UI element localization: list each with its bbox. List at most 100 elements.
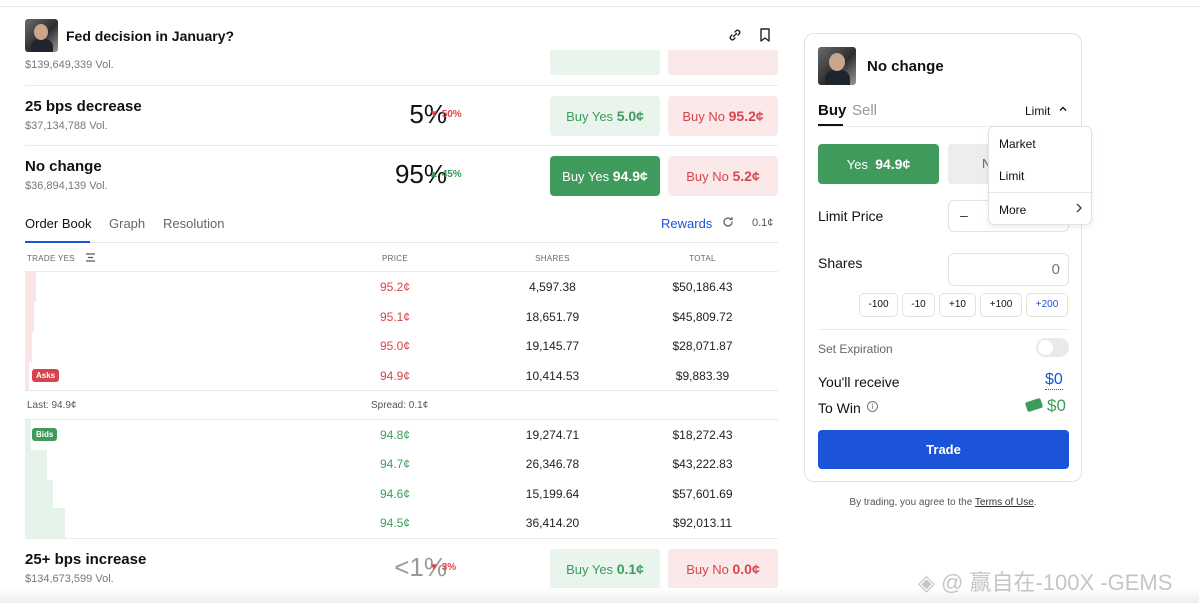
cut-market-volume: $139,649,339 Vol. (25, 59, 114, 71)
chip-plus-100[interactable]: +100 (980, 293, 1022, 317)
market-row-25bps-decrease[interactable]: 25 bps decrease $37,134,788 Vol. 5% ▼ 50… (25, 85, 778, 145)
outcome-avatar (818, 47, 856, 85)
expiration-toggle[interactable] (1036, 338, 1069, 357)
bid-row[interactable]: 94.5¢ 36,414.20 $92,013.11 (25, 508, 778, 537)
bid-row[interactable]: 94.8¢ 19,274.71 $18,272.43 (25, 420, 778, 449)
buy-no-button[interactable]: Buy No 0.0¢ (668, 549, 778, 589)
ask-price: 95.2¢ (379, 280, 411, 294)
ask-shares: 4,597.38 (529, 280, 576, 294)
page-title: Fed decision in January? (66, 28, 235, 44)
dropdown-item-limit[interactable]: Limit (999, 169, 1025, 183)
detail-tabs: Order Book Graph Resolution Rewards 0.1¢ (25, 213, 778, 243)
dropdown-item-more[interactable]: More (999, 203, 1027, 217)
terms-of-use-link[interactable]: Terms of Use (974, 497, 1034, 508)
tab-resolution[interactable]: Resolution (163, 216, 225, 231)
tick-size[interactable]: 0.1¢ (752, 217, 774, 229)
triangle-up-icon: ▲ (429, 169, 439, 180)
bid-price: 94.5¢ (379, 516, 411, 530)
outcome-yes-button[interactable]: Yes 94.9¢ (818, 144, 939, 184)
buy-no-price: 95.2¢ (728, 108, 764, 124)
bottom-fade (0, 588, 1199, 603)
bid-shares: 15,199.64 (525, 487, 580, 501)
market-change-value: 3% (441, 562, 457, 573)
tab-buy[interactable]: Buy (818, 102, 847, 119)
buy-no-button[interactable]: Buy No 5.2¢ (668, 156, 778, 196)
ask-row[interactable]: 95.1¢ 18,651.79 $45,809.72 (25, 302, 778, 331)
market-change: ▼ 3% (429, 562, 456, 573)
ask-total: $50,186.43 (672, 280, 733, 294)
market-row-no-change[interactable]: No change $36,894,139 Vol. 95% ▲ 45% Buy… (25, 145, 778, 205)
chip-minus-100[interactable]: -100 (859, 293, 898, 317)
buy-no-button[interactable]: Buy No 95.2¢ (668, 96, 778, 136)
bid-depth-bar (25, 450, 47, 480)
to-win-label: To Win (818, 400, 861, 416)
outcome-title: No change (867, 58, 944, 75)
ask-shares: 18,651.79 (525, 310, 580, 324)
trade-button[interactable]: Trade (818, 430, 1069, 469)
market-volume: $36,894,139 Vol. (25, 180, 108, 192)
buy-yes-button[interactable]: Buy Yes 0.1¢ (550, 549, 660, 589)
info-icon[interactable]: i (867, 401, 878, 412)
market-probability: 95% (394, 159, 447, 189)
bid-row[interactable]: 94.7¢ 26,346.78 $43,222.83 (25, 449, 778, 478)
ask-row[interactable]: 95.2¢ 4,597.38 $50,186.43 (25, 272, 778, 301)
top-divider (0, 6, 1199, 7)
last-price: Last: 94.9¢ (27, 400, 77, 411)
buy-yes-button[interactable]: Buy Yes 5.0¢ (550, 96, 660, 136)
shares-label: Shares (818, 255, 863, 271)
bid-shares: 19,274.71 (525, 428, 580, 442)
bookmark-icon[interactable] (757, 27, 773, 43)
market-header: Fed decision in January? (25, 18, 778, 54)
ask-depth-bar (25, 272, 36, 302)
cut-buy-no-button[interactable] (668, 50, 778, 75)
ask-row[interactable]: 94.9¢ 10,414.53 $9,883.39 (25, 361, 778, 390)
asks-badge: Asks (32, 369, 60, 382)
stack-icon[interactable] (85, 252, 96, 265)
chip-plus-200[interactable]: +200 (1026, 293, 1068, 317)
bid-shares: 36,414.20 (525, 516, 580, 530)
receive-label: You'll receive (818, 374, 900, 390)
cut-buy-yes-button[interactable] (550, 50, 660, 75)
market-change-value: 50% (441, 109, 462, 120)
order-book-header: TRADE YES PRICE SHARES TOTAL (25, 248, 778, 272)
bid-row[interactable]: 94.6¢ 15,199.64 $57,601.69 (25, 479, 778, 508)
rewards-link[interactable]: Rewards (661, 216, 713, 231)
chevron-right-icon[interactable] (1075, 202, 1083, 217)
bid-total: $43,222.83 (672, 457, 733, 471)
bid-price: 94.7¢ (379, 457, 411, 471)
yes-price: 94.9¢ (875, 156, 911, 172)
market-row-25bps-increase[interactable]: 25+ bps increase $134,673,599 Vol. <1% ▼… (25, 538, 778, 598)
refresh-icon[interactable] (722, 216, 734, 231)
link-icon[interactable] (727, 27, 743, 43)
ask-row[interactable]: 95.0¢ 19,145.77 $28,071.87 (25, 331, 778, 360)
tab-order-book[interactable]: Order Book (25, 216, 92, 231)
tab-graph[interactable]: Graph (109, 216, 146, 231)
market-change: ▲ 45% (429, 169, 462, 180)
triangle-down-icon: ▼ (429, 109, 439, 120)
chevron-up-icon[interactable] (1058, 104, 1068, 117)
bid-price: 94.6¢ (379, 487, 411, 501)
dropdown-item-market[interactable]: Market (999, 137, 1036, 151)
buy-no-label: Buy No (686, 562, 729, 577)
chip-minus-10[interactable]: -10 (902, 293, 935, 317)
market-volume: $134,673,599 Vol. (25, 573, 114, 585)
bid-depth-bar (25, 480, 53, 508)
order-type-select[interactable]: Limit (1025, 104, 1051, 118)
market-name: 25 bps decrease (25, 98, 142, 115)
buy-yes-label: Buy Yes (566, 109, 614, 124)
minus-button[interactable]: – (960, 207, 968, 223)
dropdown-divider (989, 192, 1093, 193)
terms-prefix: By trading, you agree to the (849, 497, 973, 508)
divider (818, 126, 1068, 127)
buy-yes-price: 0.1¢ (616, 561, 644, 577)
tab-sell[interactable]: Sell (852, 102, 878, 119)
receive-value[interactable]: $0 (1045, 371, 1063, 390)
shares-input[interactable] (948, 253, 1069, 286)
ask-depth-bar (25, 332, 32, 362)
ask-total: $45,809.72 (672, 310, 733, 324)
ask-price: 95.1¢ (379, 310, 411, 324)
bid-depth-bar (25, 420, 31, 450)
buy-yes-button[interactable]: Buy Yes 94.9¢ (550, 156, 660, 196)
chip-plus-10[interactable]: +10 (939, 293, 976, 317)
market-probability: 5% (409, 99, 447, 129)
